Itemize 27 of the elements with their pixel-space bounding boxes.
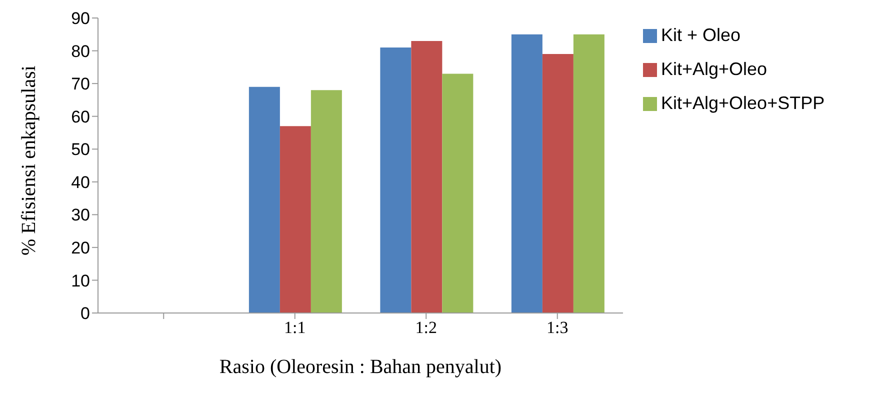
x-tick-label: 1:1 xyxy=(284,318,306,338)
y-tick-label: 40 xyxy=(71,172,90,192)
bar xyxy=(511,34,542,313)
bar xyxy=(280,126,311,313)
y-tick-label: 10 xyxy=(71,271,90,290)
y-tick-label: 90 xyxy=(71,9,90,28)
y-tick-label: 50 xyxy=(71,140,90,160)
x-tick-label: 1:3 xyxy=(546,318,568,338)
x-axis-title: Rasio (Oleoresin : Bahan penyalut) xyxy=(219,356,502,378)
legend-label: Kit+Alg+Oleo+STPP xyxy=(661,93,825,113)
bar xyxy=(573,34,604,313)
bar xyxy=(248,86,280,313)
x-tick-label: 1:2 xyxy=(415,318,437,338)
bar xyxy=(542,54,574,313)
y-tick-label: 20 xyxy=(71,238,90,258)
y-tick-label: 60 xyxy=(71,107,90,126)
bar xyxy=(380,48,412,313)
y-axis-title: % Efisiensi enkapsulasi xyxy=(18,65,40,256)
y-tick-label: 0 xyxy=(80,304,90,324)
bar xyxy=(310,90,342,313)
bar xyxy=(411,40,442,313)
legend-label: Kit + Oleo xyxy=(661,25,741,45)
bar xyxy=(442,74,474,313)
legend-label: Kit+Alg+Oleo xyxy=(661,59,768,79)
y-tick-label: 80 xyxy=(71,42,90,61)
y-tick-label: 30 xyxy=(71,206,90,225)
y-tick-label: 70 xyxy=(71,74,90,94)
